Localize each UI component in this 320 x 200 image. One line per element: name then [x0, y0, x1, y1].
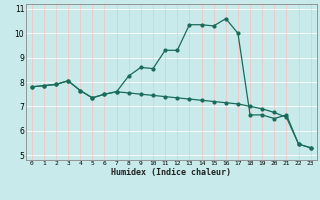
X-axis label: Humidex (Indice chaleur): Humidex (Indice chaleur): [111, 168, 231, 177]
